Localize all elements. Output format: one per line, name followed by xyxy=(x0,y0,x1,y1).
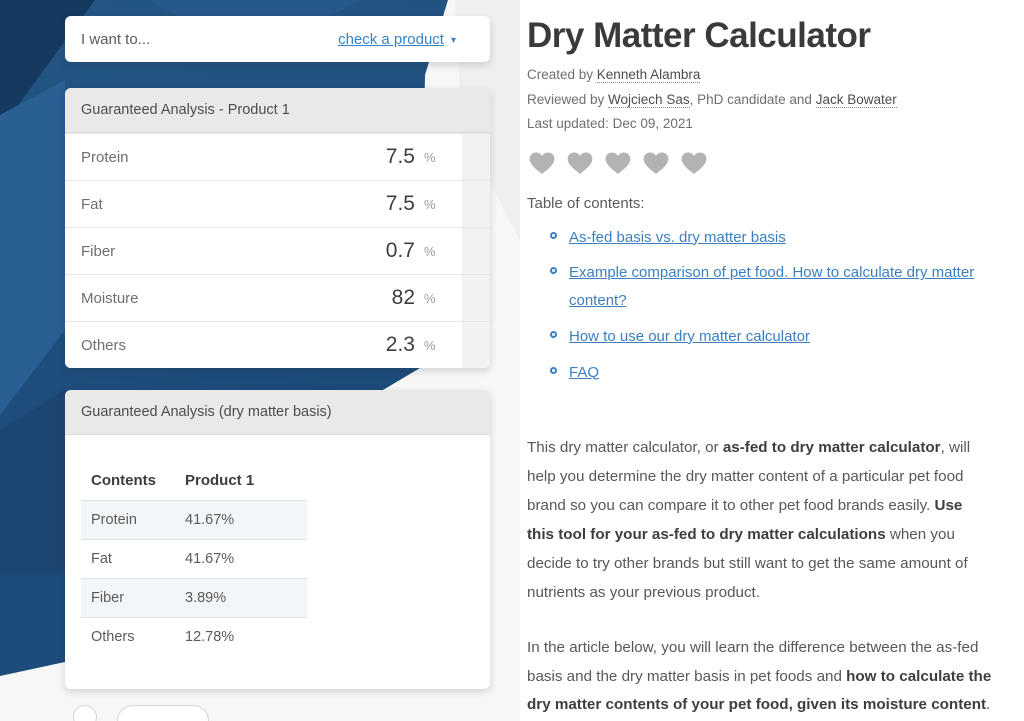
card-gutter xyxy=(462,133,490,368)
table-of-contents: As-fed basis vs. dry matter basis Exampl… xyxy=(527,220,993,391)
share-result-button[interactable] xyxy=(117,705,209,721)
dry-matter-result-card: Guaranteed Analysis (dry matter basis) C… xyxy=(65,390,490,689)
unit-label: % xyxy=(424,337,436,353)
result-row: Protein 41.67% xyxy=(81,501,307,540)
result-value: 41.67% xyxy=(185,551,235,567)
card-header-dry-matter: Guaranteed Analysis (dry matter basis) xyxy=(65,390,490,435)
toc-link[interactable]: Example comparison of pet food. How to c… xyxy=(569,264,975,310)
bullet-icon xyxy=(550,231,557,239)
row-label: Fat xyxy=(81,195,103,213)
intent-label: I want to... xyxy=(81,30,151,48)
card-header-product1: Guaranteed Analysis - Product 1 xyxy=(65,88,490,133)
result-label: Fat xyxy=(91,551,112,567)
toc-item: Example comparison of pet food. How to c… xyxy=(550,255,993,319)
row-label: Others xyxy=(81,336,127,354)
value-input[interactable]: 7.5 xyxy=(385,192,415,215)
bullet-icon xyxy=(550,267,557,275)
heart-icon[interactable] xyxy=(603,149,633,175)
input-rows: Protein 7.5 % Fat 7.5 % Fiber 0.7 % xyxy=(65,133,490,368)
value-input[interactable]: 2.3 xyxy=(385,333,415,356)
input-row: Fiber 0.7 % xyxy=(65,227,490,274)
unit-label: % xyxy=(424,243,436,259)
intent-card: I want to... check a product ▾ xyxy=(65,16,490,62)
guaranteed-analysis-card: Guaranteed Analysis - Product 1 Protein … xyxy=(65,88,490,368)
paragraph: In the article below, you will learn the… xyxy=(527,638,992,714)
byline-prefix: Created by xyxy=(527,67,597,82)
column-header-contents: Contents xyxy=(91,472,156,489)
result-value: 12.78% xyxy=(185,629,235,645)
result-value: 41.67% xyxy=(185,512,235,528)
reviewer-link-2[interactable]: Jack Bowater xyxy=(815,91,897,108)
article-body: This dry matter calculator, or as-fed to… xyxy=(527,434,993,720)
last-updated: Last updated: Dec 09, 2021 xyxy=(527,116,693,132)
reload-button[interactable] xyxy=(73,705,97,721)
mode-dropdown[interactable]: check a product ▾ xyxy=(338,31,456,48)
reviewed-middle: , PhD candidate and xyxy=(689,91,816,107)
paragraph: This dry matter calculator, or as-fed to… xyxy=(527,439,971,601)
toc-link[interactable]: FAQ xyxy=(569,363,600,381)
unit-label: % xyxy=(424,290,436,306)
input-row: Protein 7.5 % xyxy=(65,133,490,180)
author-link[interactable]: Kenneth Alambra xyxy=(596,67,701,83)
unit-label: % xyxy=(424,149,436,165)
result-table-header: Contents Product 1 xyxy=(81,461,307,501)
reviewer-link-1[interactable]: Wojciech Sas xyxy=(608,91,690,108)
input-row: Moisture 82 % xyxy=(65,274,490,321)
result-row: Fat 41.67% xyxy=(81,540,307,579)
result-row: Fiber 3.89% xyxy=(81,579,307,618)
result-label: Others xyxy=(91,629,135,645)
mode-dropdown-label: check a product xyxy=(338,30,444,48)
column-header-product1: Product 1 xyxy=(185,472,255,489)
article-column: Dry Matter Calculator Created by Kenneth… xyxy=(527,16,993,721)
heart-icon[interactable] xyxy=(641,149,671,175)
unit-label: % xyxy=(424,196,436,212)
bullet-icon xyxy=(550,366,557,374)
toc-item: FAQ xyxy=(550,355,993,391)
toc-link[interactable]: How to use our dry matter calculator xyxy=(569,327,810,345)
reviewed-prefix: Reviewed by xyxy=(527,91,609,107)
page-title: Dry Matter Calculator xyxy=(527,16,871,55)
row-label: Moisture xyxy=(81,289,139,307)
result-table-wrap: Contents Product 1 Protein 41.67% Fa xyxy=(65,435,490,676)
input-row: Fat 7.5 % xyxy=(65,180,490,227)
toc-title: Table of contents: xyxy=(527,194,645,212)
value-input[interactable]: 82 xyxy=(391,286,415,309)
bullet-icon xyxy=(550,330,557,338)
chevron-down-icon: ▾ xyxy=(450,34,456,46)
result-value: 3.89% xyxy=(185,590,227,606)
byline: Created by Kenneth Alambra xyxy=(527,66,993,84)
row-label: Fiber xyxy=(81,242,116,260)
value-input[interactable]: 7.5 xyxy=(385,145,415,168)
heart-icon[interactable] xyxy=(679,149,709,175)
reviewed-line: Reviewed by Wojciech Sas, PhD candidate … xyxy=(527,91,993,109)
result-label: Fiber xyxy=(91,590,125,606)
result-row: Others 12.78% xyxy=(81,618,307,656)
toc-item: How to use our dry matter calculator xyxy=(550,319,993,355)
result-rows: Protein 41.67% Fat 41.67% Fiber 3. xyxy=(81,501,307,656)
rating-hearts[interactable] xyxy=(527,149,993,175)
input-row: Others 2.3 % xyxy=(65,321,490,368)
toc-item: As-fed basis vs. dry matter basis xyxy=(550,220,993,256)
value-input[interactable]: 0.7 xyxy=(385,239,415,262)
result-label: Protein xyxy=(91,512,137,528)
heart-icon[interactable] xyxy=(527,149,557,175)
heart-icon[interactable] xyxy=(565,149,595,175)
calculator-column: I want to... check a product ▾ Guaranteed… xyxy=(0,0,490,721)
toc-link[interactable]: As-fed basis vs. dry matter basis xyxy=(569,228,786,246)
row-label: Protein xyxy=(81,148,129,166)
result-table: Contents Product 1 Protein 41.67% Fa xyxy=(81,461,307,656)
